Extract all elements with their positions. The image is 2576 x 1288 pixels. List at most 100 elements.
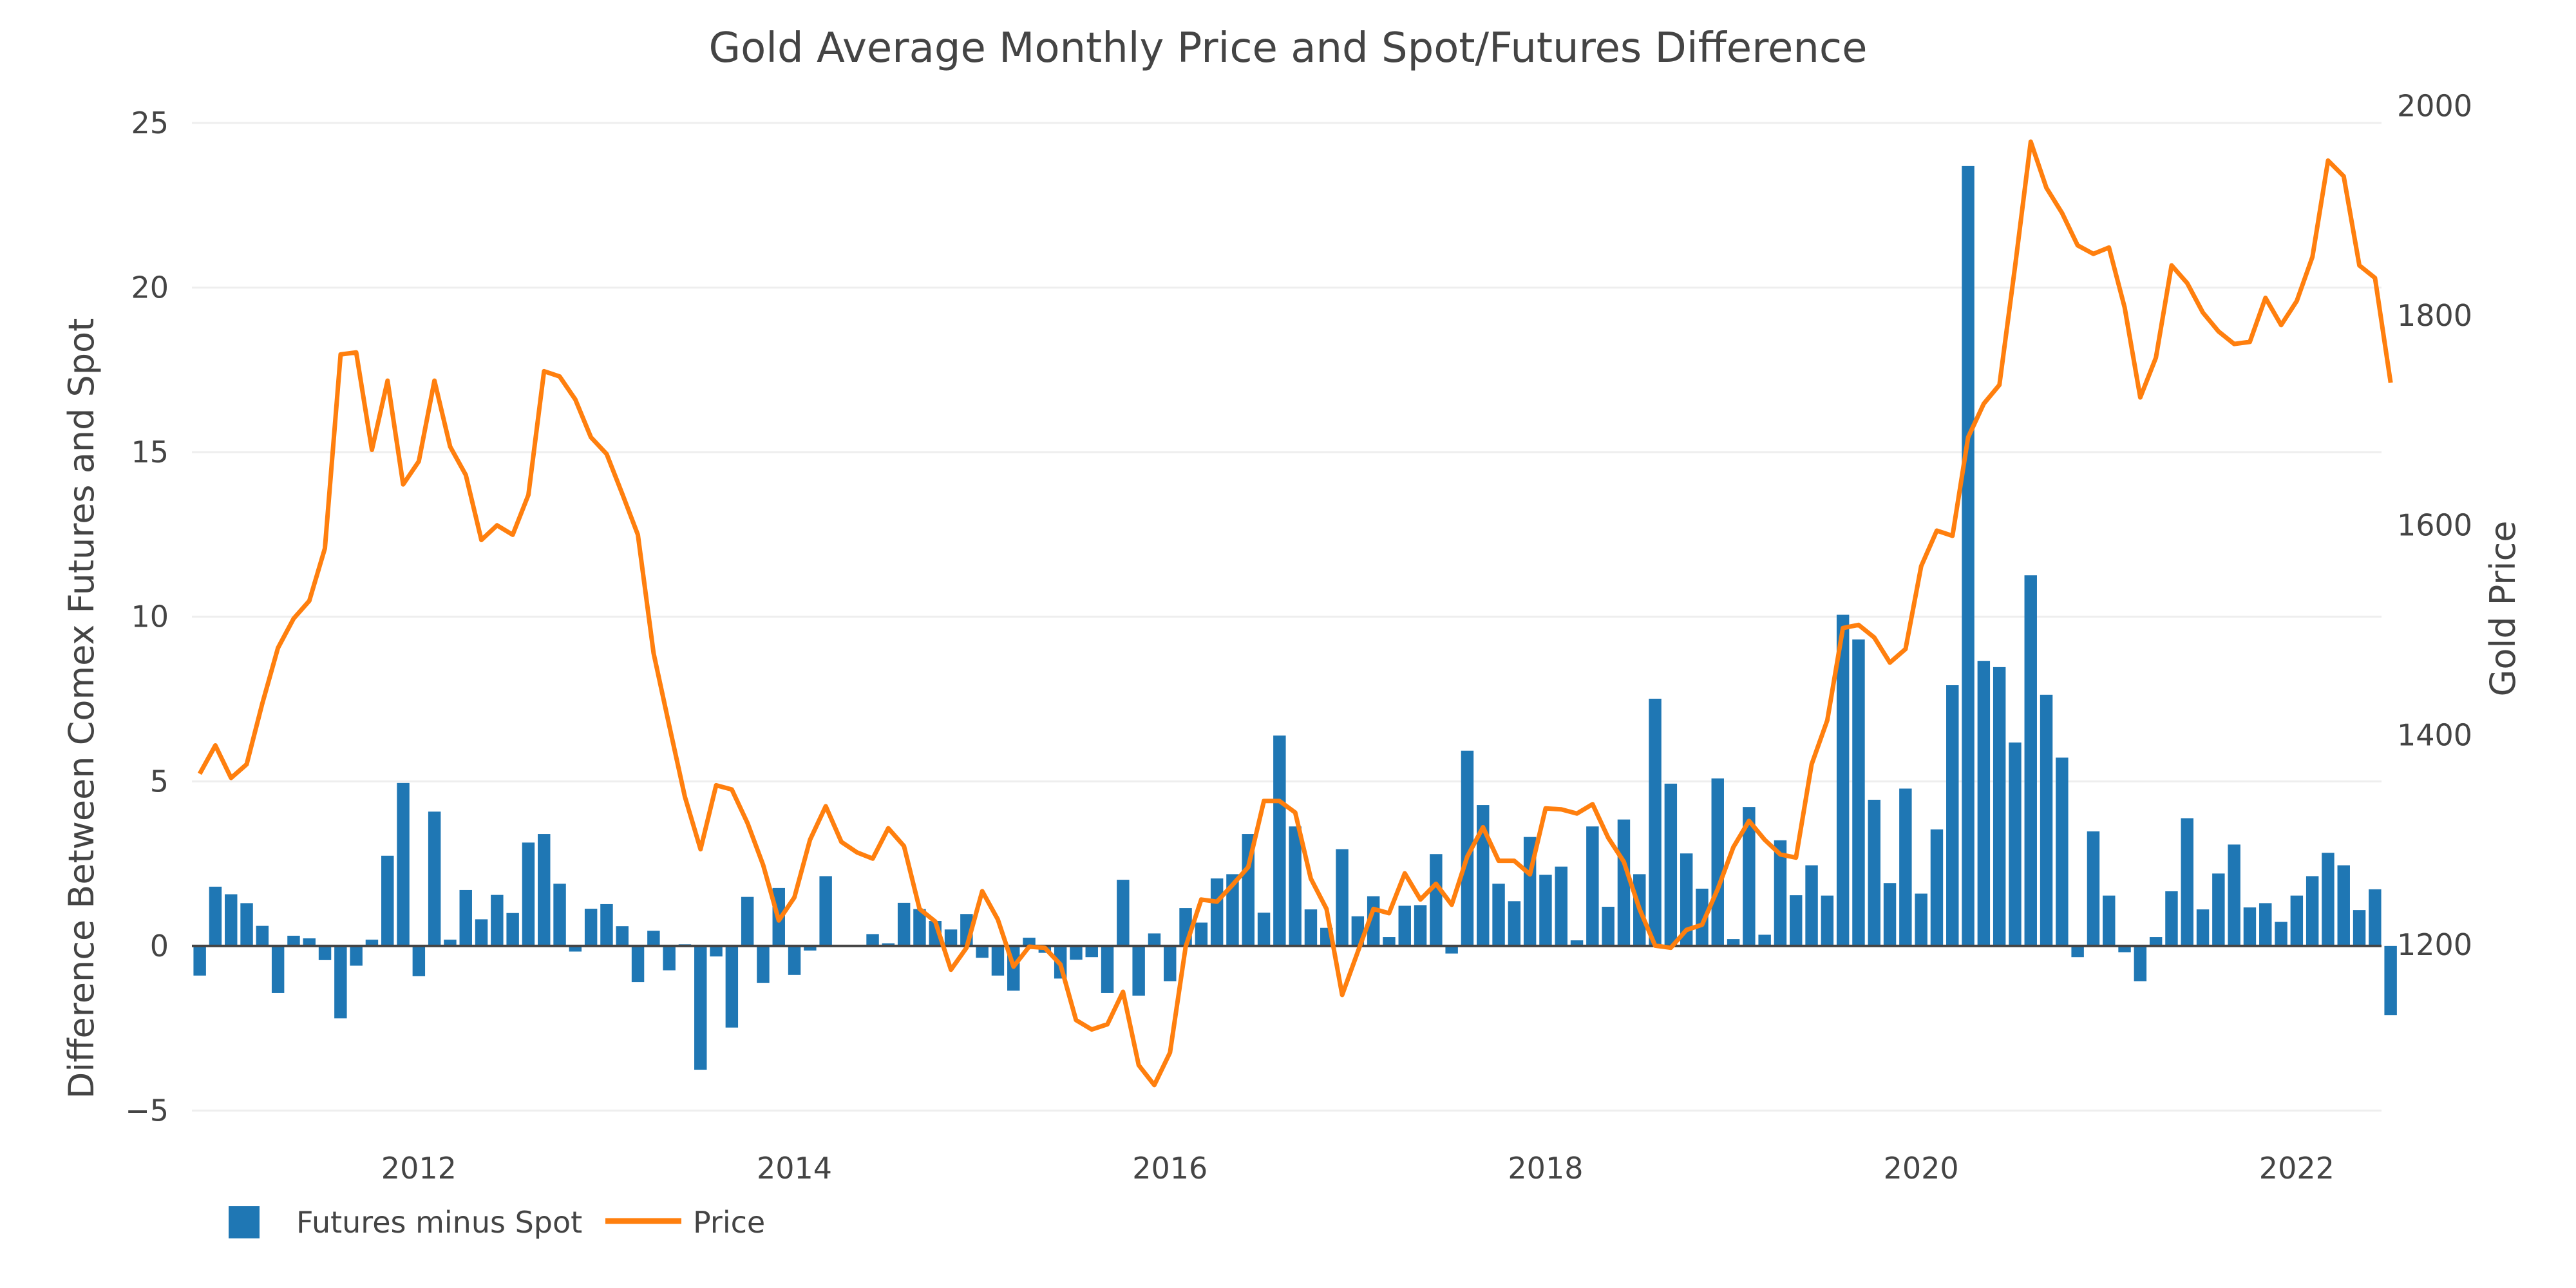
bar <box>1195 922 1208 946</box>
y2-tick-label: 2000 <box>2397 89 2472 124</box>
bar <box>1696 888 1709 946</box>
bar <box>1774 840 1787 946</box>
bar <box>991 945 1005 976</box>
bar <box>631 945 645 983</box>
x-tick-label: 2016 <box>1132 1151 1208 1186</box>
x-tick-label: 2014 <box>757 1151 832 1186</box>
bar <box>2275 922 2287 946</box>
bar <box>2087 831 2100 946</box>
bar <box>1790 895 1803 946</box>
bar <box>1226 874 1239 946</box>
bar <box>2056 757 2069 946</box>
bar <box>2196 909 2210 946</box>
bar <box>397 782 410 946</box>
legend: Futures minus Spot Price <box>229 1205 765 1240</box>
bar <box>2149 937 2163 946</box>
bar <box>1210 878 1224 946</box>
y-tick-label: −5 <box>125 1093 169 1128</box>
bar <box>944 929 958 946</box>
bar <box>1445 945 1458 954</box>
y2-tick-label: 1800 <box>2397 298 2472 333</box>
bar <box>538 834 551 946</box>
bar <box>240 903 253 946</box>
bar <box>757 945 770 983</box>
bar <box>600 904 613 946</box>
bar <box>819 876 832 946</box>
bar <box>1727 939 1740 946</box>
bar <box>1070 945 1083 960</box>
bar <box>1899 788 1912 946</box>
bar <box>287 936 300 946</box>
bar <box>1336 849 1349 946</box>
bar <box>2024 575 2037 946</box>
bar <box>1821 895 1834 946</box>
y-tick-label: 25 <box>131 106 169 140</box>
legend-item-price[interactable]: Price <box>605 1205 765 1240</box>
bar <box>2369 889 2382 946</box>
y-tick-label: 0 <box>150 929 169 963</box>
bar <box>1414 905 1427 946</box>
bar <box>976 945 989 958</box>
bar <box>428 811 441 946</box>
bar <box>1649 698 1662 946</box>
bar <box>1383 937 1396 946</box>
bar <box>2212 873 2225 946</box>
price-line <box>198 139 2393 1088</box>
bar <box>2306 876 2319 946</box>
bar <box>1132 945 1145 996</box>
bar <box>1868 799 1880 946</box>
bar <box>209 886 222 946</box>
bar <box>1117 880 1130 946</box>
right-axis-ticks: 2000 1800 1600 1400 1200 <box>2397 89 2472 962</box>
left-axis-title: Difference Between Comex Futures and Spo… <box>61 318 102 1099</box>
legend-item-futures-minus-spot[interactable]: Futures minus Spot <box>229 1205 582 1240</box>
bar <box>788 945 801 975</box>
bar <box>1257 913 1271 946</box>
bar <box>2134 945 2147 981</box>
bar <box>2290 895 2304 946</box>
bar <box>2259 903 2272 946</box>
bar <box>882 943 895 946</box>
y2-tick-label: 1600 <box>2397 508 2472 543</box>
bar <box>1461 750 1474 946</box>
bar <box>2071 945 2084 958</box>
x-tick-label: 2018 <box>1508 1151 1583 1186</box>
bar <box>1617 819 1631 946</box>
bar <box>193 945 206 976</box>
bar <box>694 945 707 1070</box>
bar <box>1148 933 1161 946</box>
y-tick-label: 15 <box>131 435 169 469</box>
x-tick-label: 2022 <box>2259 1151 2334 1186</box>
bar <box>2228 844 2240 946</box>
bar <box>225 894 238 946</box>
y2-tick-label: 1200 <box>2397 927 2472 962</box>
bar <box>1164 945 1177 981</box>
right-axis-title: Gold Price <box>2483 520 2523 696</box>
bar <box>647 931 660 946</box>
left-axis-ticks: 25 20 15 10 5 0 −5 <box>125 106 169 1128</box>
bar <box>475 919 488 946</box>
bar <box>1492 884 1505 946</box>
bar <box>506 913 519 946</box>
bar <box>491 895 504 946</box>
x-axis-ticks: 2012 2014 2016 2018 2020 2022 <box>381 1151 2334 1186</box>
y-tick-label: 10 <box>131 600 169 634</box>
legend-bar-swatch <box>229 1206 260 1238</box>
line-series-price <box>198 139 2393 1088</box>
legend-label-price: Price <box>693 1205 765 1240</box>
bar <box>2384 945 2397 1016</box>
bar <box>913 909 926 946</box>
bar <box>2243 907 2257 946</box>
bar <box>584 909 598 946</box>
bar <box>1977 661 1991 946</box>
legend-label-futures-minus-spot: Futures minus Spot <box>296 1205 582 1240</box>
bar <box>2337 865 2350 946</box>
bar <box>1304 909 1318 946</box>
bar <box>1023 938 1036 946</box>
bar <box>553 884 566 946</box>
bar <box>303 938 316 946</box>
bar <box>1477 805 1490 946</box>
bar <box>1993 667 2006 946</box>
bar <box>725 945 739 1028</box>
bar <box>663 945 676 971</box>
